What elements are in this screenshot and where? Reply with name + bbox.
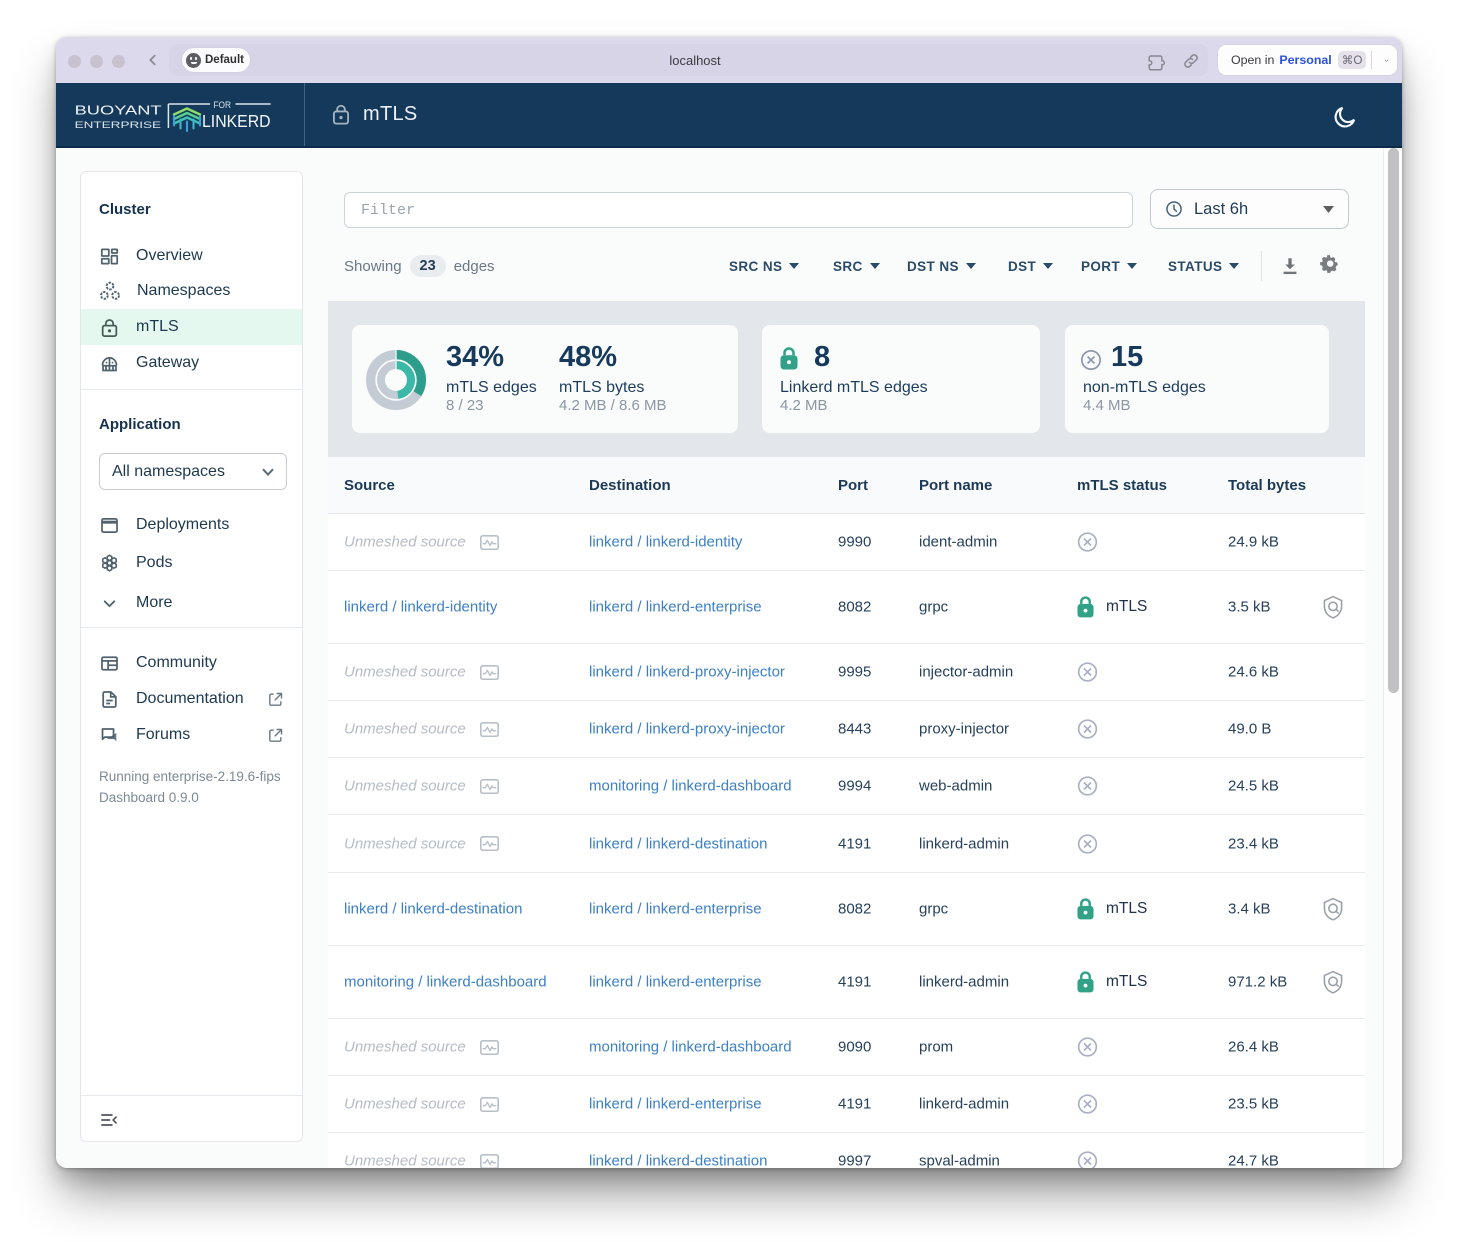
svg-text:BUOYANT: BUOYANT — [75, 103, 162, 117]
svg-text:FOR: FOR — [214, 100, 232, 110]
svg-text:ENTERPRISE: ENTERPRISE — [75, 120, 162, 130]
svg-text:LINKERD: LINKERD — [202, 111, 271, 131]
